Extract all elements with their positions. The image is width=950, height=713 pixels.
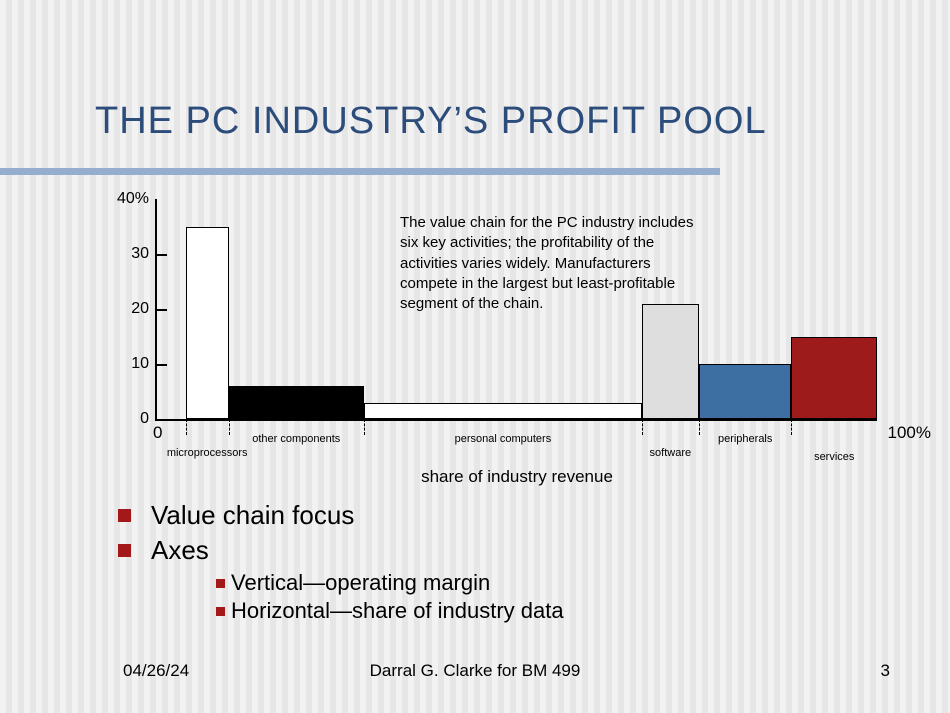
bar-tick: [642, 419, 643, 435]
bullet-text: Axes: [151, 535, 209, 566]
bar-label: software: [650, 447, 692, 459]
x-axis-title: share of industry revenue: [157, 467, 877, 487]
profit-pool-chart: 0 100% share of industry revenue micropr…: [110, 185, 890, 445]
bar-services: [791, 337, 877, 420]
bar-tick: [364, 419, 365, 435]
y-tick: [157, 419, 167, 421]
y-tick-label: 40%: [117, 190, 157, 208]
bar-label: other components: [252, 433, 340, 445]
sub-bullet-text: Vertical—operating margin: [231, 570, 490, 596]
y-tick-label: 20: [131, 300, 157, 318]
sub-bullet-text: Horizontal—share of industry data: [231, 598, 564, 624]
bar-label: peripherals: [718, 433, 772, 445]
bullet-text: Value chain focus: [151, 500, 354, 531]
bullet-marker-icon: [118, 509, 131, 522]
y-tick-label: 10: [131, 355, 157, 373]
slide-title: THE PC INDUSTRY’S PROFIT POOL: [95, 100, 767, 143]
bar-tick: [186, 419, 187, 435]
y-tick: [157, 364, 167, 366]
bar-label: personal computers: [455, 433, 552, 445]
chart-description: The value chain for the PC industry incl…: [400, 213, 700, 314]
bullet-marker-icon: [216, 607, 225, 616]
sub-bullet-item: Horizontal—share of industry data: [216, 598, 564, 624]
bullet-item: Value chain focus: [118, 500, 564, 531]
x-axis-end: 100%: [888, 423, 931, 443]
bar-tick: [699, 419, 700, 435]
bar-other-components: [229, 386, 364, 419]
y-tick-label: 0: [140, 410, 157, 428]
bullet-marker-icon: [216, 579, 225, 588]
y-tick: [157, 254, 167, 256]
bar-microprocessors: [186, 227, 229, 420]
bar-tick: [229, 419, 230, 435]
bar-label: services: [814, 451, 854, 463]
footer-page: 3: [881, 661, 890, 681]
bar-software: [642, 304, 699, 420]
bar-peripherals: [699, 364, 792, 419]
bar-personal-computers: [364, 403, 642, 420]
footer-author: Darral G. Clarke for BM 499: [0, 661, 950, 681]
bullet-item: Axes: [118, 535, 564, 566]
y-tick-label: 30: [131, 245, 157, 263]
sub-bullet-item: Vertical—operating margin: [216, 570, 564, 596]
bullet-marker-icon: [118, 544, 131, 557]
bar-label: microprocessors: [167, 447, 248, 459]
bullet-list: Value chain focus Axes Vertical—operatin…: [118, 500, 564, 624]
bar-tick: [791, 419, 792, 435]
y-tick: [157, 309, 167, 311]
title-underline: [0, 168, 720, 175]
